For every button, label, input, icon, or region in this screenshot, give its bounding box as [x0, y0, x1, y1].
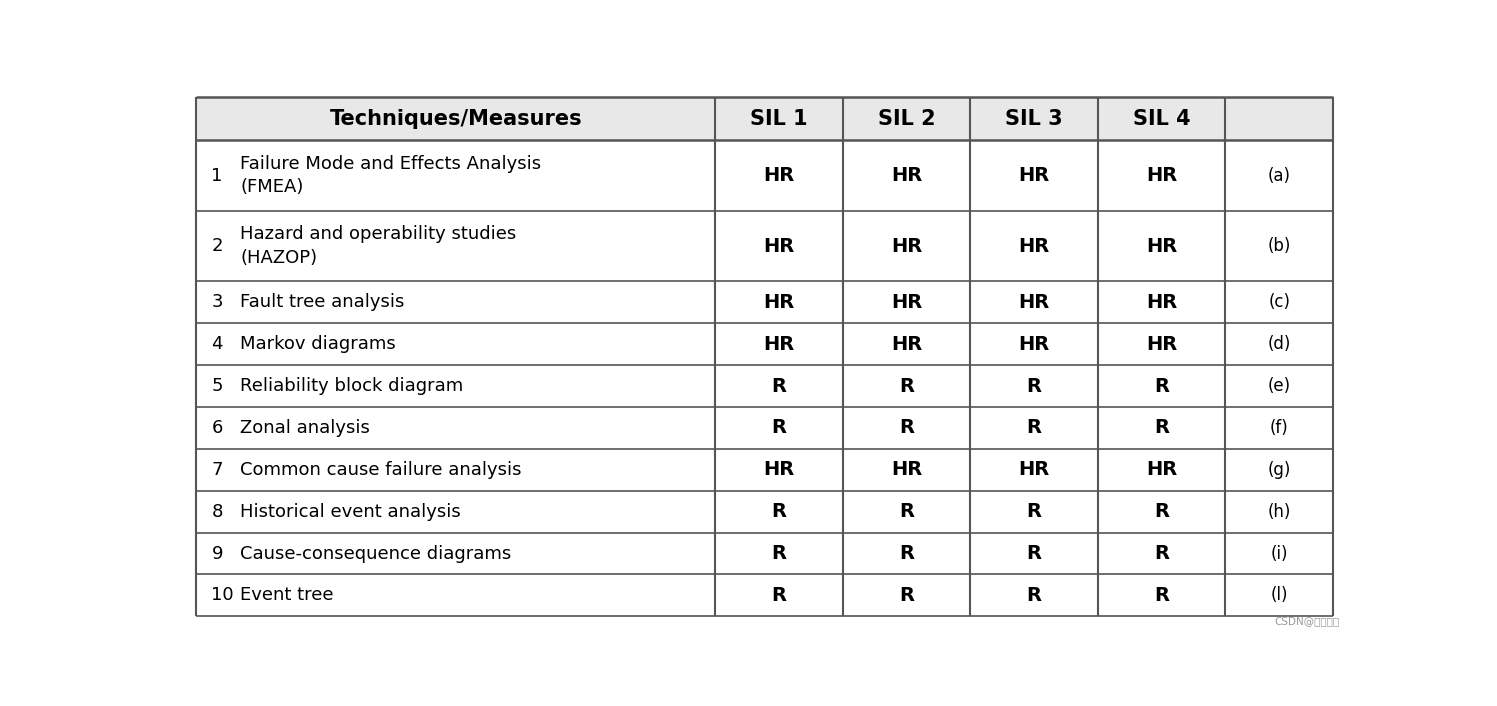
Text: 10: 10 [211, 587, 234, 604]
Text: HR: HR [763, 335, 795, 354]
Text: R: R [1027, 376, 1042, 395]
Text: HR: HR [891, 237, 922, 256]
Text: (f): (f) [1269, 419, 1289, 437]
Text: CSDN@功能安全: CSDN@功能安全 [1274, 616, 1340, 626]
Text: SIL 4: SIL 4 [1133, 109, 1190, 128]
Text: Failure Mode and Effects Analysis
(FMEA): Failure Mode and Effects Analysis (FMEA) [241, 155, 542, 196]
Text: Hazard and operability studies
(HAZOP): Hazard and operability studies (HAZOP) [241, 225, 516, 267]
Text: HR: HR [891, 166, 922, 185]
Text: SIL 3: SIL 3 [1006, 109, 1063, 128]
Text: Techniques/Measures: Techniques/Measures [329, 109, 582, 128]
Text: Markov diagrams: Markov diagrams [241, 335, 397, 353]
Text: HR: HR [1018, 237, 1049, 256]
Text: R: R [1154, 419, 1169, 438]
Text: HR: HR [1018, 335, 1049, 354]
Text: R: R [898, 544, 915, 563]
Text: Reliability block diagram: Reliability block diagram [241, 377, 464, 395]
Text: (l): (l) [1271, 587, 1289, 604]
Text: HR: HR [1147, 460, 1177, 479]
Text: HR: HR [1147, 166, 1177, 185]
Text: HR: HR [763, 237, 795, 256]
Text: HR: HR [1147, 335, 1177, 354]
Text: HR: HR [1147, 293, 1177, 312]
Text: (e): (e) [1268, 377, 1290, 395]
Text: R: R [1154, 544, 1169, 563]
Text: Common cause failure analysis: Common cause failure analysis [241, 461, 522, 479]
Text: 1: 1 [211, 167, 223, 185]
Bar [196, 97, 1334, 140]
Text: HR: HR [891, 460, 922, 479]
Text: (b): (b) [1268, 237, 1290, 255]
Text: 9: 9 [211, 544, 223, 563]
Text: HR: HR [1147, 237, 1177, 256]
Text: 7: 7 [211, 461, 223, 479]
Text: (c): (c) [1268, 293, 1290, 311]
Text: HR: HR [763, 460, 795, 479]
Text: Historical event analysis: Historical event analysis [241, 503, 461, 521]
Text: 5: 5 [211, 377, 223, 395]
Text: 8: 8 [211, 503, 223, 521]
Text: HR: HR [1018, 166, 1049, 185]
Text: SIL 2: SIL 2 [877, 109, 936, 128]
Text: 2: 2 [211, 237, 223, 255]
Text: HR: HR [1018, 293, 1049, 312]
Text: R: R [1027, 544, 1042, 563]
Text: 3: 3 [211, 293, 223, 311]
Text: R: R [1027, 419, 1042, 438]
Text: R: R [1027, 502, 1042, 521]
Text: HR: HR [891, 335, 922, 354]
Text: 4: 4 [211, 335, 223, 353]
Text: R: R [898, 502, 915, 521]
Text: R: R [898, 586, 915, 605]
Text: (h): (h) [1268, 503, 1290, 521]
Text: Cause-consequence diagrams: Cause-consequence diagrams [241, 544, 512, 563]
Text: Event tree: Event tree [241, 587, 334, 604]
Text: (i): (i) [1271, 544, 1289, 563]
Text: R: R [771, 586, 786, 605]
Text: (g): (g) [1268, 461, 1290, 479]
Text: R: R [771, 419, 786, 438]
Text: R: R [771, 544, 786, 563]
Text: Zonal analysis: Zonal analysis [241, 419, 370, 437]
Text: SIL 1: SIL 1 [750, 109, 807, 128]
Text: 6: 6 [211, 419, 223, 437]
Text: R: R [1154, 376, 1169, 395]
Text: HR: HR [763, 166, 795, 185]
Text: R: R [1154, 586, 1169, 605]
Text: R: R [898, 419, 915, 438]
Text: R: R [771, 376, 786, 395]
Text: R: R [1027, 586, 1042, 605]
Text: (d): (d) [1268, 335, 1290, 353]
Text: HR: HR [763, 293, 795, 312]
Text: (a): (a) [1268, 167, 1290, 185]
Text: R: R [898, 376, 915, 395]
Text: R: R [1154, 502, 1169, 521]
Text: Fault tree analysis: Fault tree analysis [241, 293, 404, 311]
Text: R: R [771, 502, 786, 521]
Text: HR: HR [1018, 460, 1049, 479]
Text: HR: HR [891, 293, 922, 312]
